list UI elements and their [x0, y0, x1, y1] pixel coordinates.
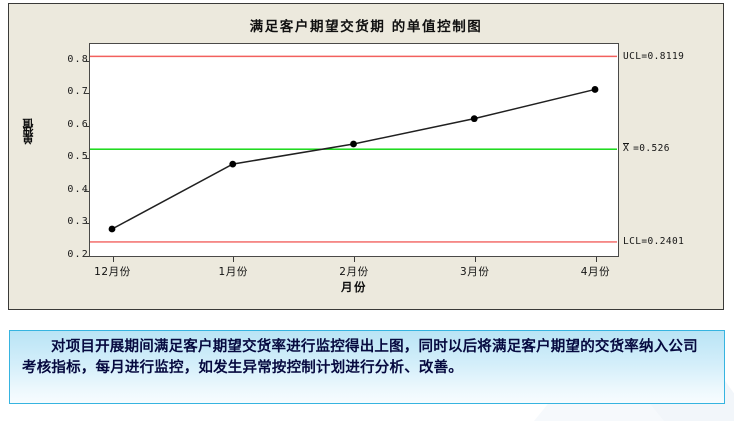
- plot-svg: [90, 55, 617, 243]
- y-tick-mark: [84, 93, 89, 95]
- x-tick-label: 3月份: [460, 266, 490, 278]
- y-tick-label: 0.2: [67, 248, 89, 260]
- y-tick-mark: [84, 60, 89, 62]
- data-point[interactable]: [108, 225, 116, 233]
- y-axis: 0.8 0.7 0.6 0.5 0.4 0.3 0.2: [35, 43, 89, 260]
- x-tick-mark: [354, 257, 355, 262]
- x-tick-label: 2月份: [339, 266, 369, 278]
- data-point[interactable]: [591, 86, 599, 93]
- y-tick-mark: [84, 158, 89, 160]
- center-line-value: =0.526: [633, 142, 670, 154]
- y-tick-mark: [84, 190, 89, 192]
- y-tick-label: 0.4: [67, 183, 89, 195]
- x-tick-mark: [474, 257, 476, 262]
- data-point[interactable]: [229, 160, 237, 168]
- x-tick-mark: [112, 257, 114, 262]
- y-tick-label: 0.7: [67, 86, 89, 98]
- x-tick-label: 4月份: [580, 266, 611, 278]
- y-tick-mark: [84, 125, 89, 127]
- x-axis: 月份 12月份 1月份 2月份 3月份 4月份: [89, 257, 619, 297]
- x-tick-label: 1月份: [218, 266, 248, 278]
- ucl-label: UCL=0.8119: [623, 50, 685, 62]
- chart-title: 满足客户期望交货期 的单值控制图: [249, 19, 483, 35]
- control-chart-panel: 满足客户期望交货期 的单值控制图 0.8 0.7 0.6 0.5 0.4 0.3 0.2 单…: [8, 3, 724, 310]
- y-tick-label: 0.5: [67, 151, 89, 163]
- commentary-box: 对项目开展期间满足客户期望交货率进行监控得出上图，同时以后将满足客户期望的交货率…: [9, 330, 725, 404]
- center-line-label: X =0.526: [623, 143, 670, 154]
- series-line: [111, 88, 596, 230]
- x-tick-mark: [595, 257, 597, 262]
- data-point[interactable]: [470, 115, 478, 123]
- x-bar-symbol: X: [623, 142, 630, 154]
- y-tick-label: 0.3: [67, 216, 89, 228]
- y-tick-label: 0.8: [67, 53, 89, 65]
- y-tick-mark: [84, 255, 89, 257]
- x-axis-title: 月份: [341, 280, 367, 294]
- x-tick-label: 12月份: [94, 266, 131, 278]
- x-tick-mark: [233, 257, 235, 262]
- commentary-text: 对项目开展期间满足客户期望交货率进行监控得出上图，同时以后将满足客户期望的交货率…: [22, 339, 698, 376]
- plot-area: [89, 43, 619, 257]
- lcl-label: LCL=0.2401: [623, 236, 685, 248]
- data-point[interactable]: [350, 140, 357, 148]
- y-axis-title: 单独值: [22, 122, 35, 145]
- y-tick-label: 0.6: [67, 118, 89, 130]
- y-tick-mark: [84, 223, 89, 225]
